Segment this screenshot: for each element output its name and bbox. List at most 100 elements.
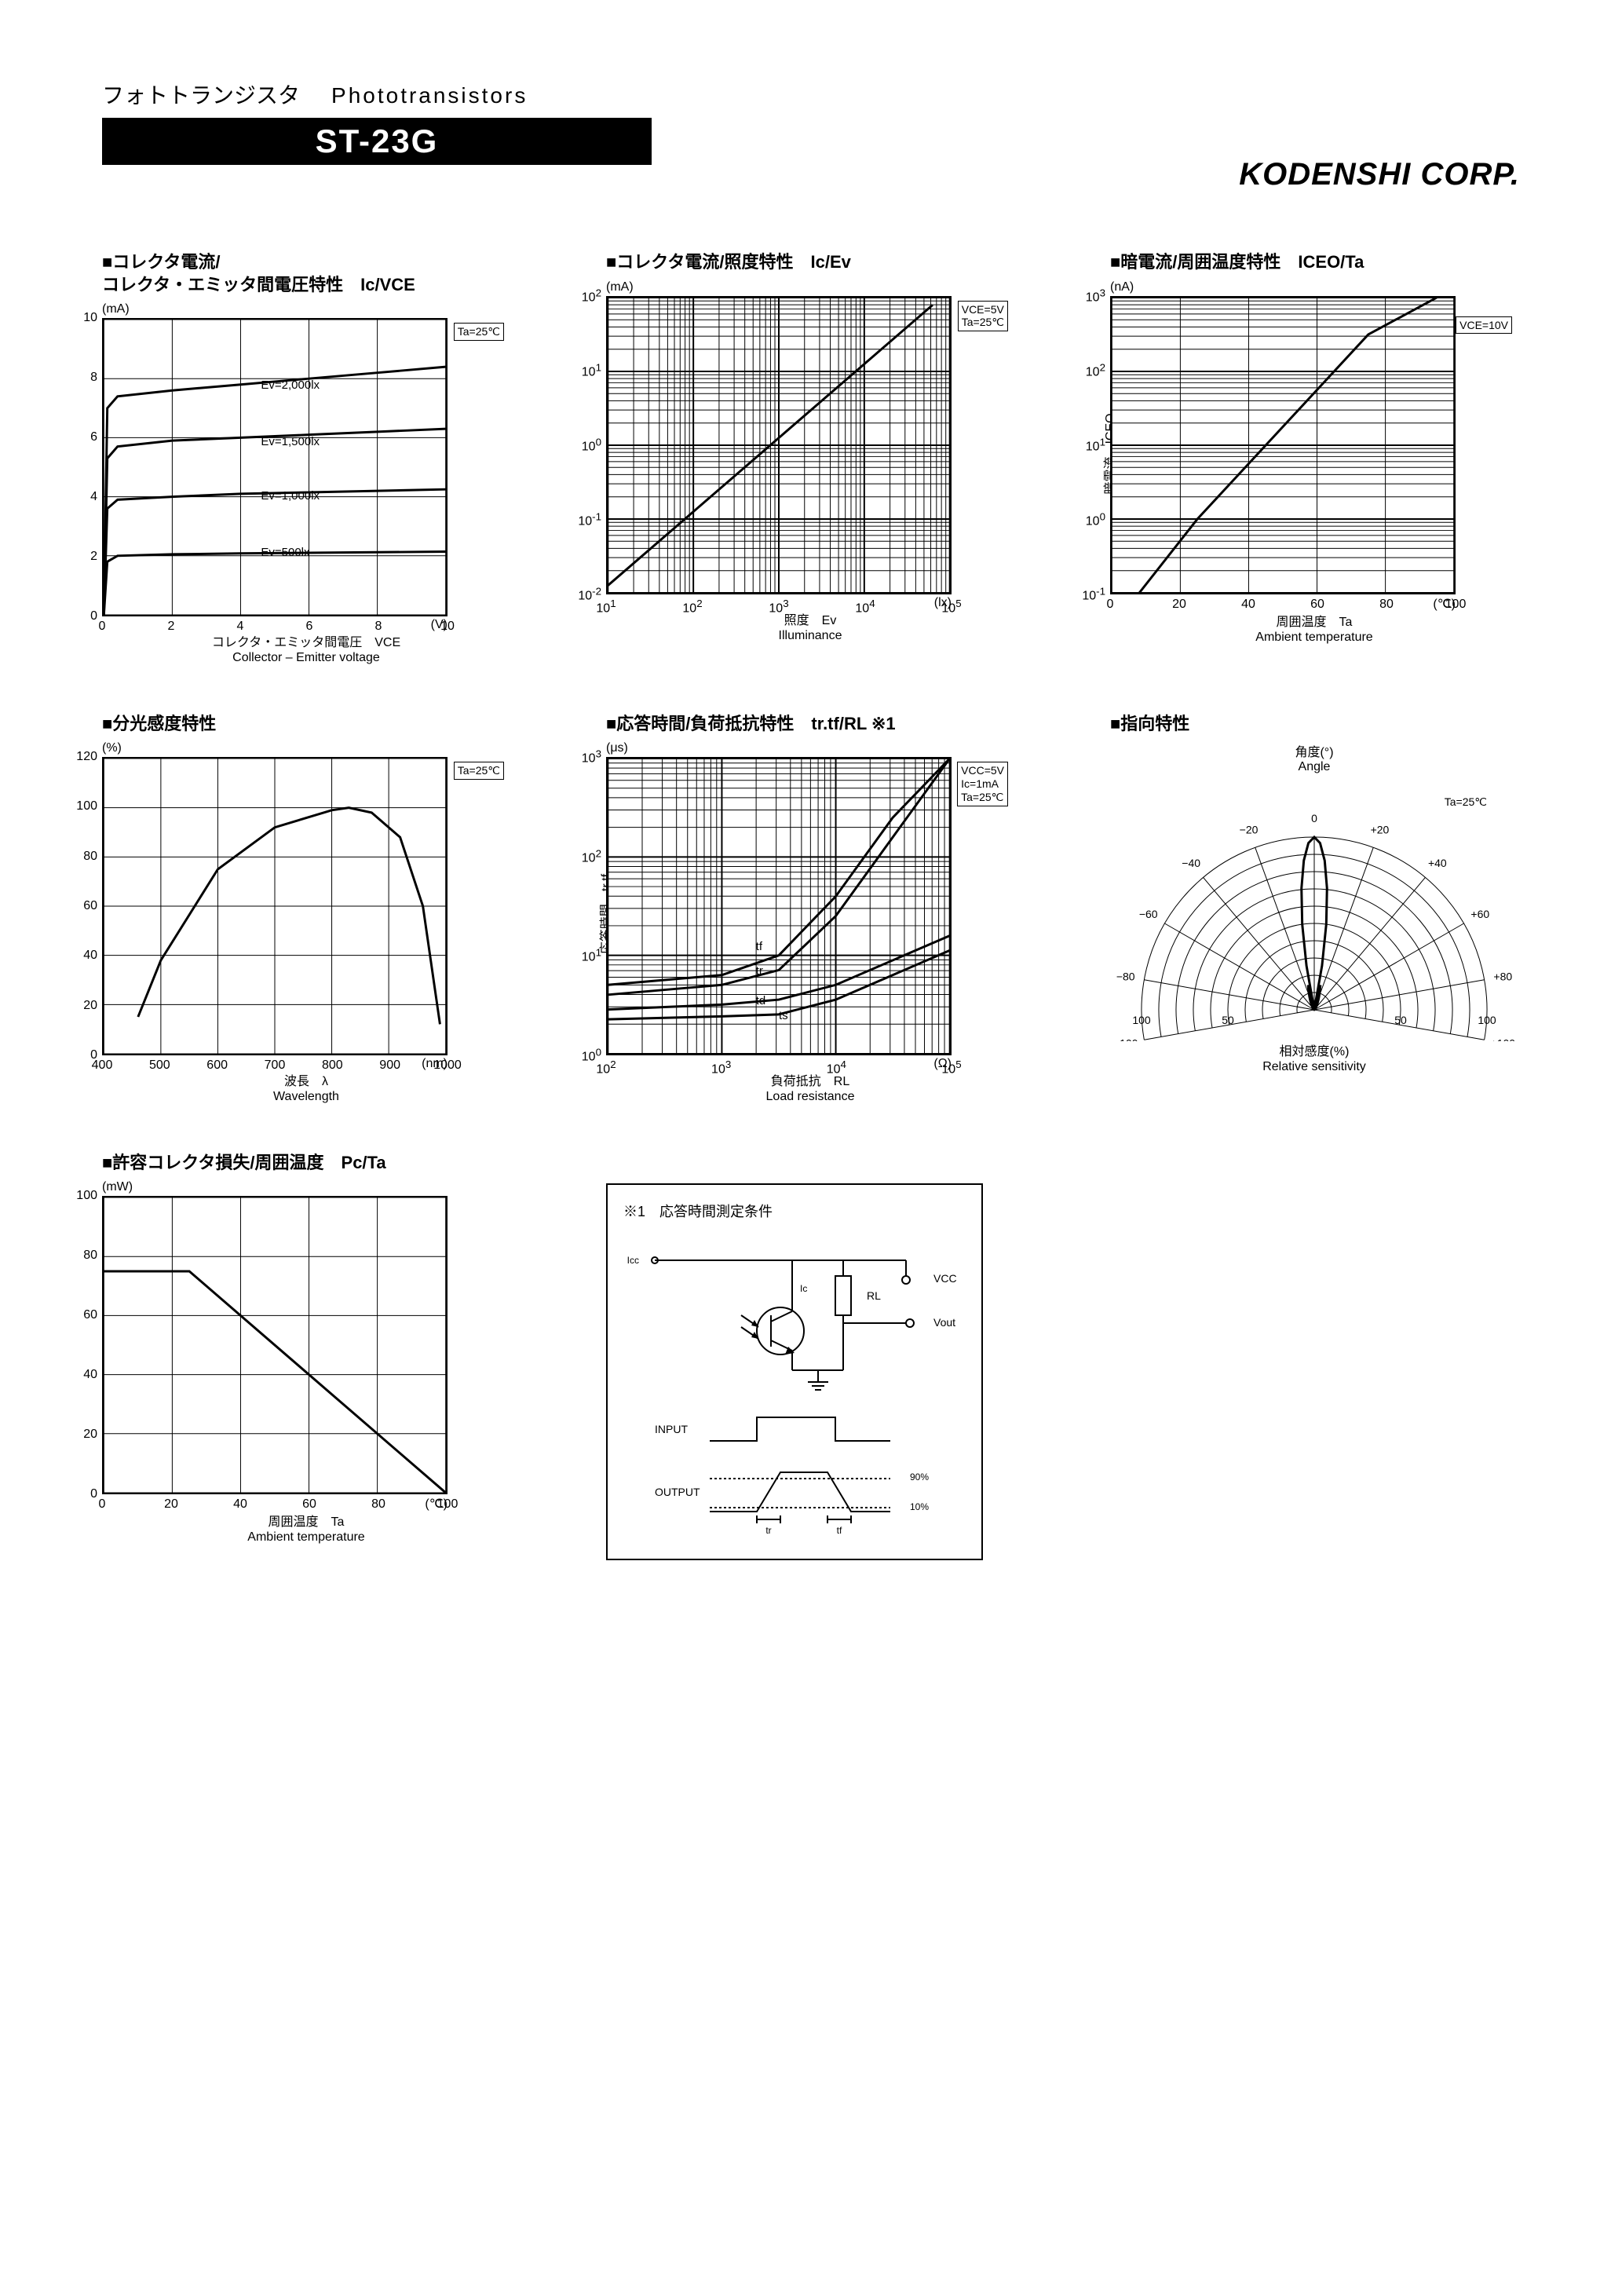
- y-tick: 100: [1086, 510, 1110, 528]
- y-tick: 0: [90, 609, 102, 623]
- x-tick: 103: [769, 598, 788, 616]
- y-unit: (mA): [102, 302, 510, 316]
- x-tick: 60: [302, 1497, 316, 1512]
- x-tick: 105: [941, 598, 961, 616]
- x-tick: 105: [941, 1058, 961, 1077]
- y-tick: 102: [582, 847, 606, 865]
- svg-text:Vout: Vout: [933, 1316, 955, 1329]
- x-tick: 80: [371, 1497, 385, 1512]
- y-tick: 10: [83, 311, 102, 325]
- series-label: ts: [779, 1009, 788, 1022]
- x-tick: 4: [237, 620, 244, 634]
- x-unit: (℃): [102, 1496, 448, 1512]
- x-tick: 600: [206, 1058, 228, 1073]
- header-jp: フォトトランジスタ: [102, 79, 300, 110]
- x-axis-label: コレクタ・エミッタ間電圧 VCECollector – Emitter volt…: [102, 635, 510, 665]
- chart-pc-ta: ■許容コレクタ損失/周囲温度 Pc/Ta (mW) 許容コレクタ損失 PcCol…: [102, 1152, 510, 1560]
- x-tick: 100: [437, 1497, 458, 1512]
- series-label: td: [756, 994, 766, 1007]
- svg-text:VCC: VCC: [933, 1272, 957, 1285]
- y-tick: 10-1: [1082, 585, 1110, 603]
- x-tick: 20: [1172, 598, 1186, 612]
- x-tick: 103: [711, 1058, 731, 1077]
- x-tick: 80: [1379, 598, 1394, 612]
- series-label: Ev=2,000lx: [261, 378, 320, 392]
- y-tick: 60: [83, 1308, 102, 1322]
- svg-text:+80: +80: [1493, 971, 1512, 983]
- series-label: Ev=1,500lx: [261, 435, 320, 448]
- y-tick: 100: [76, 799, 102, 813]
- y-tick: 101: [1086, 436, 1110, 454]
- x-axis-label: 負荷抵抗 RLLoad resistance: [606, 1074, 1014, 1104]
- y-unit: (mA): [606, 280, 1014, 294]
- y-tick: 2: [90, 550, 102, 564]
- y-tick: 101: [582, 361, 606, 379]
- x-axis-label: 波長 λWavelength: [102, 1074, 510, 1104]
- x-tick: 500: [149, 1058, 170, 1073]
- svg-text:INPUT: INPUT: [655, 1423, 688, 1435]
- svg-text:100: 100: [1132, 1014, 1151, 1026]
- svg-text:Icc: Icc: [627, 1255, 639, 1266]
- svg-text:tr: tr: [765, 1525, 771, 1536]
- x-axis-label: 照度 EvIlluminance: [606, 613, 1014, 643]
- chart-directivity: ■指向特性 角度(°)Angle −100−80−60−40−200+20+40…: [1110, 713, 1518, 1105]
- chart-response: ■応答時間/負荷抵抗特性 tr.tf/RL ※1 (μs) 応答時間 tr,tf…: [606, 713, 1014, 1105]
- header-en: Phototransistors: [331, 83, 528, 108]
- y-tick: 20: [83, 999, 102, 1013]
- x-tick: 2: [168, 620, 175, 634]
- x-tick: 104: [827, 1058, 846, 1077]
- x-tick: 60: [1310, 598, 1324, 612]
- chart-ic-ev: ■コレクタ電流/照度特性 Ic/Ev (mA) コレクタ電流 IcCollect…: [606, 251, 1014, 666]
- y-unit: (nA): [1110, 280, 1518, 294]
- svg-text:RL: RL: [867, 1289, 881, 1302]
- x-unit: (Ω): [606, 1057, 952, 1071]
- series-label: Ev=500lx: [261, 546, 309, 559]
- diagram-title: ※1 応答時間測定条件: [623, 1201, 966, 1221]
- y-tick: 101: [582, 947, 606, 965]
- plot-ic-vce: [102, 318, 448, 616]
- y-tick: 20: [83, 1428, 102, 1442]
- y-unit: (mW): [102, 1180, 510, 1194]
- y-tick: 102: [582, 287, 606, 305]
- svg-text:−20: −20: [1240, 824, 1259, 836]
- x-tick: 40: [1241, 598, 1255, 612]
- plot-pc-ta: [102, 1196, 448, 1494]
- y-tick: 40: [83, 949, 102, 963]
- condition-box: Ta=25℃: [454, 323, 504, 341]
- y-tick: 40: [83, 1368, 102, 1382]
- series-label: tf: [756, 940, 762, 953]
- svg-text:tf: tf: [837, 1525, 842, 1536]
- svg-text:+40: +40: [1428, 857, 1447, 869]
- svg-text:Ta=25℃: Ta=25℃: [1445, 795, 1487, 808]
- y-tick: 60: [83, 899, 102, 913]
- x-tick: 40: [233, 1497, 247, 1512]
- svg-text:100: 100: [1478, 1014, 1496, 1026]
- x-tick: 102: [682, 598, 702, 616]
- x-tick: 104: [855, 598, 875, 616]
- brand-logo: KODENSHI CORP.: [1239, 157, 1520, 192]
- radial-axis-label: 相対感度(%)Relative sensitivity: [1110, 1044, 1518, 1074]
- y-tick: 103: [582, 748, 606, 766]
- svg-text:OUTPUT: OUTPUT: [655, 1486, 700, 1498]
- condition-box: VCE=5V Ta=25℃: [958, 301, 1008, 332]
- svg-text:+20: +20: [1371, 824, 1390, 836]
- plot-spectral: [102, 757, 448, 1055]
- svg-text:0: 0: [1311, 812, 1317, 824]
- chart-spectral: ■分光感度特性 (%) 相対感度 SRelative sensitivity (…: [102, 713, 510, 1105]
- svg-text:−80: −80: [1116, 971, 1135, 983]
- y-tick: 100: [76, 1189, 102, 1203]
- svg-text:−60: −60: [1139, 908, 1158, 920]
- chart-title: ■分光感度特性: [102, 713, 510, 736]
- svg-text:90%: 90%: [910, 1472, 929, 1483]
- y-tick: 100: [582, 436, 606, 454]
- y-tick: 6: [90, 430, 102, 444]
- svg-text:+60: +60: [1470, 908, 1489, 920]
- x-unit: (℃): [1110, 596, 1456, 612]
- chart-title: ■コレクタ電流/照度特性 Ic/Ev: [606, 251, 1014, 274]
- chart-title: ■コレクタ電流/ コレクタ・エミッタ間電圧特性 Ic/VCE: [102, 251, 510, 296]
- svg-text:−100: −100: [1113, 1037, 1138, 1042]
- circuit-svg: IccVCCRLVoutIcINPUTOUTPUT90%10%trtf: [623, 1237, 969, 1551]
- x-tick: 6: [306, 620, 313, 634]
- condition-box: VCE=10V: [1456, 316, 1512, 335]
- chart-ic-vce: ■コレクタ電流/ コレクタ・エミッタ間電圧特性 Ic/VCE (mA) コレクタ…: [102, 251, 510, 666]
